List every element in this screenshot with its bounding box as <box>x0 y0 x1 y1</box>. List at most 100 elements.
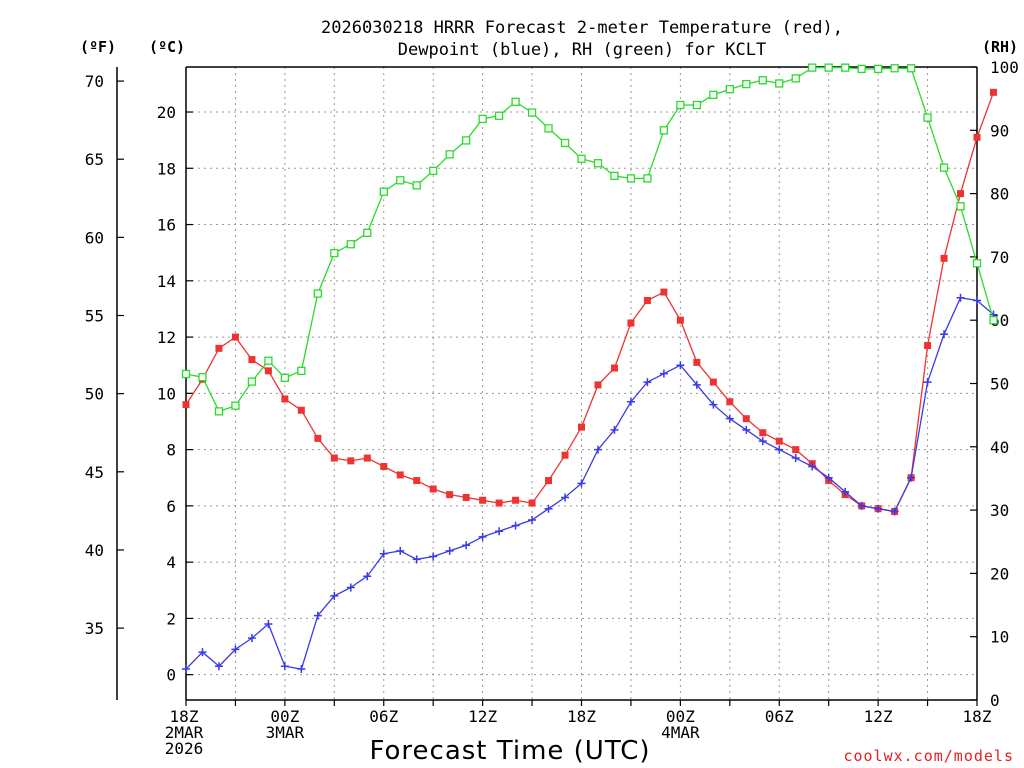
2-meter-temperature-point <box>561 451 569 459</box>
dewpoint-point <box>742 425 751 434</box>
dewpoint-point <box>808 462 817 471</box>
dewpoint-point <box>874 504 883 513</box>
rh-point <box>247 377 257 386</box>
rh-point <box>725 85 734 94</box>
2-meter-temperature-point <box>660 288 668 296</box>
2-meter-temperature-point <box>413 477 421 485</box>
rh-point <box>626 174 636 183</box>
x-tick-label: 4MAR <box>661 723 700 742</box>
x-tick-label: 00Z <box>666 707 695 726</box>
rh-point <box>972 259 982 268</box>
2-meter-temperature-point <box>314 434 322 442</box>
rh-point <box>989 316 998 325</box>
dewpoint-point <box>940 330 949 339</box>
2-meter-temperature-point <box>545 477 553 485</box>
rh-point <box>412 181 421 190</box>
dewpoint-point <box>973 296 981 305</box>
x-tick-label: 00Z <box>270 707 299 726</box>
celsius-tick-label: 18 <box>157 159 176 178</box>
x-tick-label: 18Z <box>963 707 992 726</box>
2-meter-temperature-point <box>957 190 965 198</box>
rh-point <box>610 171 619 181</box>
dewpoint-point <box>676 361 685 370</box>
rh-point <box>890 64 899 73</box>
dewpoint-point <box>890 507 899 516</box>
rh-point <box>379 187 388 196</box>
fahrenheit-axis-unit: (ºF) <box>80 38 116 56</box>
rh-point <box>643 174 652 183</box>
dewpoint-point <box>214 662 223 671</box>
2-meter-temperature-point <box>940 254 948 262</box>
dewpoint-point <box>247 634 256 643</box>
fahrenheit-tick-label: 70 <box>85 72 104 91</box>
rh-axis-unit: (RH) <box>982 38 1018 56</box>
dewpoint-point <box>643 378 652 387</box>
dewpoint-point <box>841 487 850 496</box>
dewpoint-point <box>577 479 586 488</box>
axis-ticks: 0 2 4 6 8 10 12 14 16 18 20 35 40 45 50 55 60 65 70 0 10 20 30… <box>85 58 1019 758</box>
rh-point <box>560 138 570 148</box>
dewpoint-point <box>775 445 784 454</box>
2-meter-temperature-point <box>627 319 635 327</box>
rh-point <box>659 126 669 135</box>
dewpoint-point <box>280 662 289 671</box>
rh-point <box>363 228 372 237</box>
rh-tick-label: 90 <box>990 121 1009 140</box>
dewpoint-point <box>610 425 619 434</box>
x-tick-label: 12Z <box>864 707 893 726</box>
rh-point <box>791 74 800 83</box>
2-meter-temperature-line <box>185 92 995 513</box>
rh-tick-label: 30 <box>990 501 1009 520</box>
2-meter-temperature-point <box>742 415 750 423</box>
2-meter-temperature-point <box>495 499 503 507</box>
2-meter-temperature-point <box>726 398 734 406</box>
rh-point <box>198 373 207 382</box>
fahrenheit-tick-label: 50 <box>85 385 104 404</box>
celsius-tick-label: 12 <box>157 328 176 347</box>
dewpoint-point <box>396 546 405 555</box>
2-meter-temperature-point <box>462 493 470 501</box>
rh-point <box>544 124 553 133</box>
dewpoint-point <box>330 591 339 600</box>
2-meter-temperature-point <box>775 437 783 445</box>
rh-point <box>758 76 767 85</box>
2-meter-temperature-point <box>396 471 404 479</box>
2-meter-temperature-point <box>578 423 585 431</box>
plot-frame <box>116 66 978 701</box>
rh-point <box>923 113 932 122</box>
rh-tick-label: 80 <box>990 185 1009 204</box>
rh-point <box>857 64 866 74</box>
rh-point <box>873 64 883 74</box>
fahrenheit-tick-label: 40 <box>85 541 104 560</box>
dewpoint-point <box>264 620 273 629</box>
rh-point <box>676 100 685 110</box>
credit-text: coolwx.com/models <box>843 747 1014 765</box>
x-tick-label: 2MAR <box>165 723 204 742</box>
rh-point <box>593 159 603 168</box>
rh-point <box>692 100 702 110</box>
celsius-axis-unit: (ºC) <box>149 38 185 56</box>
dewpoint-point <box>791 454 800 463</box>
fahrenheit-tick-label: 65 <box>85 150 104 169</box>
dewpoint-point <box>445 546 454 555</box>
celsius-tick-label: 8 <box>166 441 176 460</box>
dewpoint-point <box>511 521 520 530</box>
rh-point <box>775 79 784 88</box>
dewpoint-point <box>528 515 537 524</box>
series-layer <box>181 63 998 674</box>
rh-point <box>824 63 833 72</box>
rh-point <box>577 154 586 163</box>
dewpoint-line <box>185 296 994 670</box>
rh-point <box>181 369 191 379</box>
rh-point <box>264 356 273 365</box>
rh-line <box>185 66 995 413</box>
2-meter-temperature-point <box>512 496 520 504</box>
rh-point <box>494 111 504 120</box>
rh-tick-label: 0 <box>990 691 1000 710</box>
2-meter-temperature-point <box>330 454 338 462</box>
dewpoint-point <box>725 414 734 423</box>
2-meter-temperature-point <box>973 133 981 141</box>
2-meter-temperature-point <box>182 401 190 409</box>
2-meter-temperature-point <box>380 462 388 470</box>
